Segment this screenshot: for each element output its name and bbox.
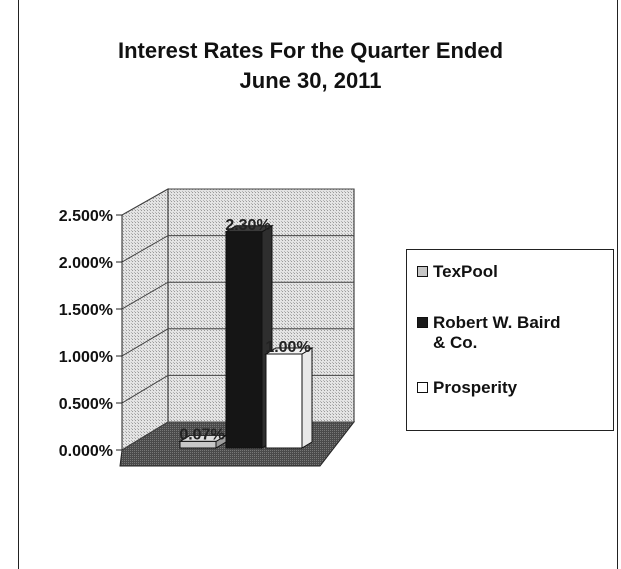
- gridline: [121, 188, 354, 216]
- bar: [265, 353, 303, 449]
- legend: TexPool Robert W. Baird & Co. Prosperity: [406, 249, 614, 431]
- chart-title-line1: Interest Rates For the Quarter Ended: [117, 38, 504, 63]
- chart-frame: [18, 0, 618, 569]
- data-label: 0.07%: [179, 426, 224, 443]
- data-label: 2.30%: [225, 217, 270, 234]
- gridline: [121, 235, 354, 263]
- y-tick-label: 2.000%: [59, 255, 113, 272]
- legend-label: Prosperity: [433, 378, 518, 397]
- legend-label: TexPool: [433, 262, 498, 281]
- bar: [225, 231, 263, 449]
- side-wall: [121, 188, 169, 451]
- gridline: [121, 328, 354, 357]
- legend-label: Robert W. Baird & Co.: [433, 313, 561, 353]
- chart-subtitle: June 30, 2011: [239, 68, 382, 93]
- legend-swatch-baird: [417, 317, 428, 328]
- y-tick-label: 1.000%: [59, 349, 113, 366]
- legend-label-line2: & Co.: [433, 333, 478, 352]
- y-tick-label: 2.500%: [59, 208, 113, 225]
- legend-swatch-texpool: [417, 266, 428, 277]
- chart-title: Interest Rates For the Quarter Ended Jun…: [0, 36, 621, 96]
- bar: [179, 440, 217, 449]
- y-tick-label: 0.000%: [59, 443, 113, 460]
- gridline: [121, 281, 354, 310]
- bar-side: [301, 347, 313, 449]
- y-tick-label: 1.500%: [59, 302, 113, 319]
- legend-label-line1: Robert W. Baird: [433, 313, 561, 332]
- data-label: 1.00%: [265, 339, 310, 356]
- y-tick-label: 0.500%: [59, 396, 113, 413]
- legend-swatch-prosperity: [417, 382, 428, 393]
